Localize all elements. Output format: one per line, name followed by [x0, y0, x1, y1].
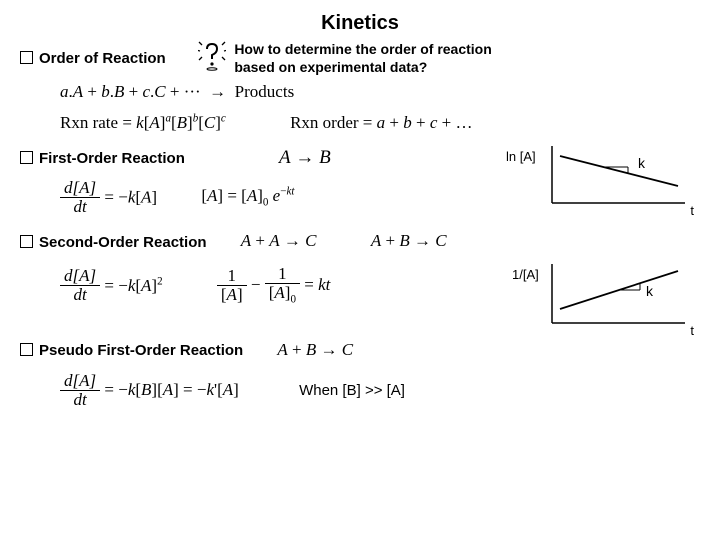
- question-icon: [198, 41, 226, 76]
- page-title: Kinetics: [20, 12, 700, 35]
- first-order-section: First-Order Reaction A → B d[A]dt = −k[A…: [20, 147, 700, 216]
- first-heading: First-Order Reaction: [20, 150, 189, 167]
- plot2-xlabel: t: [690, 323, 694, 338]
- checkbox-icon: [20, 51, 33, 64]
- pseudo-section: Pseudo First-Order Reaction A + B → C d[…: [20, 340, 700, 409]
- pseudo-rxn: A + B → C: [277, 340, 353, 359]
- first-order-plot: ln [A] k t: [510, 141, 690, 226]
- order-heading-text: Order of Reaction: [39, 50, 166, 67]
- second-heading: Second-Order Reaction: [20, 234, 211, 251]
- pseudo-condition: When [B] >> [A]: [299, 382, 405, 399]
- first-rxn: A → B: [279, 147, 331, 168]
- question-text: How to determine the order of reaction b…: [234, 41, 524, 76]
- checkbox-icon: [20, 343, 33, 356]
- pseudo-eqs-row: d[A]dt = −k[B][A] = −k'[A] When [B] >> […: [20, 372, 700, 409]
- pseudo-heading-text: Pseudo First-Order Reaction: [39, 342, 243, 359]
- order-heading: Order of Reaction: [20, 50, 170, 67]
- checkbox-icon: [20, 151, 33, 164]
- eq-rate-order: Rxn rate = k[A]a[B]b[C]c Rxn order = a +…: [60, 112, 700, 133]
- first-heading-text: First-Order Reaction: [39, 150, 185, 167]
- pseudo-heading: Pseudo First-Order Reaction: [20, 342, 247, 359]
- second-rxn1: A + A → C: [241, 231, 317, 250]
- plot1-xlabel: t: [690, 203, 694, 218]
- plot2-k: k: [646, 283, 653, 299]
- checkbox-icon: [20, 235, 33, 248]
- eq-reaction: a.A + b.B + c.C + ··· → Products: [60, 82, 700, 102]
- order-row: Order of Reaction How to determine the o…: [20, 41, 700, 76]
- second-order-plot: 1/[A] k t: [510, 259, 690, 347]
- second-order-section: Second-Order Reaction A + A → C A + B → …: [20, 231, 700, 306]
- second-heading-text: Second-Order Reaction: [39, 234, 207, 251]
- plot1-k: k: [638, 155, 645, 171]
- plot1-ylabel: ln [A]: [506, 149, 536, 164]
- second-rxn2: A + B → C: [371, 231, 447, 250]
- plot2-ylabel: 1/[A]: [512, 267, 539, 282]
